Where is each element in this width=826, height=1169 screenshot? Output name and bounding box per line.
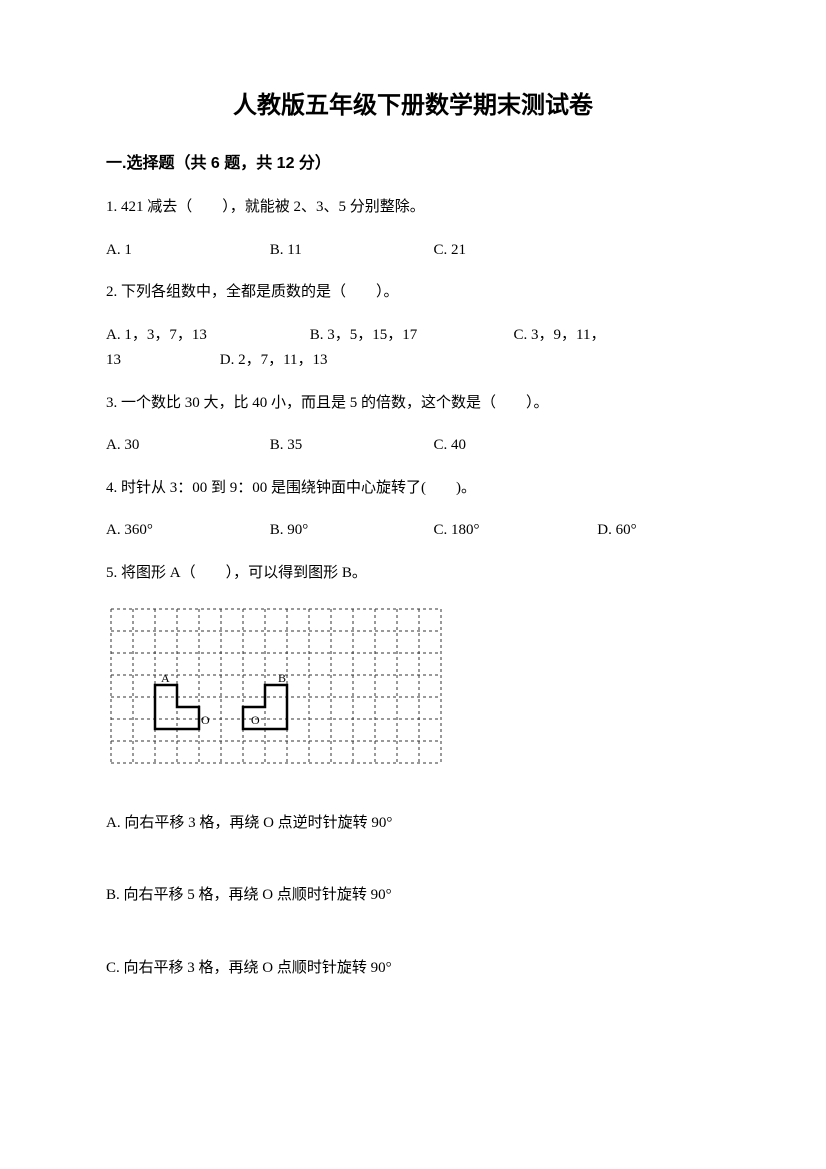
question-5-options: A. 向右平移 3 格，再绕 O 点逆时针旋转 90° B. 向右平移 5 格，… (106, 812, 720, 980)
q1-opt-c: C. 21 (434, 239, 594, 262)
question-2: 2. 下列各组数中，全都是质数的是（ ）。 (106, 281, 720, 304)
q1-opt-b: B. 11 (270, 239, 430, 262)
q5-opt-a: A. 向右平移 3 格，再绕 O 点逆时针旋转 90° (106, 812, 720, 835)
q3-opt-b: B. 35 (270, 434, 430, 457)
q2-opt-c-frag1: C. 3，9，11， (514, 324, 606, 347)
q4-opt-c: C. 180° (434, 519, 594, 542)
svg-text:A: A (161, 671, 170, 685)
q2-opt-d: D. 2，7，11，13 (220, 349, 328, 372)
section-heading: 一.选择题（共 6 题，共 12 分） (106, 152, 720, 176)
question-1-options: A. 1 B. 11 C. 21 (106, 239, 720, 262)
q5-opt-c: C. 向右平移 3 格，再绕 O 点顺时针旋转 90° (106, 957, 720, 980)
svg-text:B: B (278, 671, 286, 685)
svg-text:O: O (251, 713, 260, 727)
question-4-options: A. 360° B. 90° C. 180° D. 60° (106, 519, 720, 542)
q1-opt-a: A. 1 (106, 239, 266, 262)
question-1: 1. 421 减去（ ），就能被 2、3、5 分别整除。 (106, 196, 720, 219)
q2-opt-a: A. 1，3，7，13 (106, 324, 306, 347)
q3-opt-a: A. 30 (106, 434, 266, 457)
svg-text:O: O (201, 713, 210, 727)
question-5: 5. 将图形 A（ ），可以得到图形 B。 (106, 562, 720, 585)
page-title: 人教版五年级下册数学期末测试卷 (106, 88, 720, 124)
q3-opt-c: C. 40 (434, 434, 594, 457)
q5-opt-b: B. 向右平移 5 格，再绕 O 点顺时针旋转 90° (106, 884, 720, 907)
grid-diagram: A O B O (106, 604, 454, 774)
question-3: 3. 一个数比 30 大，比 40 小，而且是 5 的倍数，这个数是（ ）。 (106, 392, 720, 415)
q5-figure: A O B O (106, 604, 720, 782)
q4-opt-b: B. 90° (270, 519, 430, 542)
question-3-options: A. 30 B. 35 C. 40 (106, 434, 720, 457)
q2-opt-b: B. 3，5，15，17 (310, 324, 510, 347)
q2-opt-c-frag2: 13 (106, 349, 216, 372)
q4-opt-d: D. 60° (597, 519, 636, 542)
question-4: 4. 时针从 3：00 到 9：00 是围绕钟面中心旋转了( )。 (106, 477, 720, 500)
question-2-options: A. 1，3，7，13 B. 3，5，15，17 C. 3，9，11， 13 D… (106, 324, 720, 372)
q4-opt-a: A. 360° (106, 519, 266, 542)
